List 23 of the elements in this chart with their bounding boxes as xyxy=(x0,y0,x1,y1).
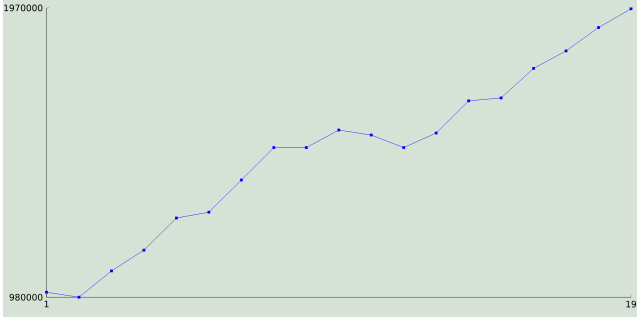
point xyxy=(78,296,80,299)
point xyxy=(240,178,243,182)
point xyxy=(337,128,340,132)
point xyxy=(630,7,632,10)
point xyxy=(304,146,308,149)
point xyxy=(597,26,600,29)
point xyxy=(467,99,470,102)
point xyxy=(370,134,373,136)
point xyxy=(142,248,146,252)
point xyxy=(402,146,406,149)
point xyxy=(175,216,178,220)
x-tick-label: 1 xyxy=(44,300,49,308)
x-tick-label: 19 xyxy=(626,300,636,308)
point xyxy=(45,290,48,294)
point xyxy=(500,96,503,100)
point xyxy=(532,67,535,70)
point xyxy=(207,210,210,214)
point xyxy=(434,132,438,134)
y-tick-label: 1970000 xyxy=(4,4,42,12)
point xyxy=(110,270,113,272)
point xyxy=(272,146,276,149)
point xyxy=(564,49,568,52)
y-tick-label: 980000 xyxy=(10,294,42,301)
